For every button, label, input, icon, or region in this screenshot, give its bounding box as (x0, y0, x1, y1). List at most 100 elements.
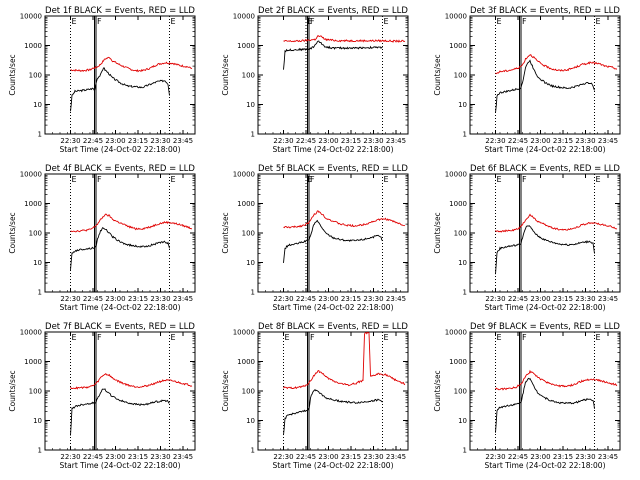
y-tick-label: 10000 (233, 13, 255, 21)
series-line-lld (495, 53, 617, 75)
x-tick-label: 23:45 (598, 295, 618, 303)
y-tick-label: 1000 (237, 358, 255, 366)
y-tick-label: 10000 (20, 171, 42, 179)
x-axis-label: Start Time (24-Oct-02 22:18:00) (484, 145, 605, 154)
y-axis-label: Counts/sec (221, 54, 230, 95)
marker-label: E (497, 175, 502, 184)
x-tick-label: 22:30 (273, 453, 293, 461)
series-line-events (70, 67, 170, 112)
series-line-events (495, 377, 595, 433)
y-tick-label: 1 (463, 447, 467, 455)
panel-det-4: Det 4f BLACK = Events, RED = LLD 1 10 100 10… (8, 164, 196, 312)
y-tick-label: 10 (458, 417, 467, 425)
panel-det-8: Det 8f BLACK = Events, RED = LLD 1 10 100 10… (221, 322, 409, 470)
y-tick-label: 1 (38, 131, 42, 139)
panel-title: Det 1f BLACK = Events, RED = LLD (45, 6, 195, 16)
x-tick-label: 23:00 (318, 453, 338, 461)
x-tick-label: 22:30 (60, 295, 80, 303)
x-tick-label: 23:15 (341, 453, 361, 461)
marker-label: E (307, 175, 312, 184)
x-tick-label: 23:00 (530, 137, 550, 145)
y-tick-label: 100 (29, 388, 42, 396)
y-axis-label: Counts/sec (8, 54, 17, 95)
x-tick-label: 23:00 (318, 137, 338, 145)
y-tick-label: 10000 (445, 329, 467, 337)
x-axis-label: Start Time (24-Oct-02 22:18:00) (484, 461, 605, 470)
y-tick-label: 10000 (233, 171, 255, 179)
x-tick-label: 22:30 (60, 453, 80, 461)
x-axis-label: Start Time (24-Oct-02 22:18:00) (59, 145, 180, 154)
y-tick-label: 100 (454, 72, 467, 80)
x-tick-label: 22:45 (296, 295, 316, 303)
y-tick-label: 1 (251, 131, 255, 139)
series-line-events (495, 225, 595, 275)
y-tick-label: 1 (38, 447, 42, 455)
marker-label: F (310, 333, 315, 342)
x-tick-label: 23:45 (173, 137, 193, 145)
marker-label: E (285, 333, 290, 342)
x-tick-label: 22:30 (485, 453, 505, 461)
y-tick-label: 100 (454, 388, 467, 396)
y-axis-label: Counts/sec (221, 370, 230, 411)
panel-title: Det 4f BLACK = Events, RED = LLD (45, 164, 195, 174)
marker-label: F (310, 175, 315, 184)
y-axis-label: Counts/sec (8, 370, 17, 411)
series-line-events (283, 40, 383, 70)
x-tick-label: 22:45 (508, 295, 528, 303)
series-line-lld (283, 210, 406, 229)
x-tick-label: 22:45 (83, 295, 103, 303)
series-line-lld (70, 213, 193, 233)
x-tick-label: 22:30 (60, 137, 80, 145)
x-tick-label: 23:45 (598, 453, 618, 461)
y-axis-label: Counts/sec (8, 212, 17, 253)
x-tick-label: 22:45 (508, 137, 528, 145)
y-tick-label: 10 (458, 259, 467, 267)
series-line-events (283, 219, 383, 263)
y-axis-label: Counts/sec (221, 212, 230, 253)
plot-frame (44, 331, 196, 451)
x-tick-label: 23:30 (363, 295, 383, 303)
x-tick-label: 22:45 (296, 137, 316, 145)
x-axis-label: Start Time (24-Oct-02 22:18:00) (59, 303, 180, 312)
x-tick-label: 23:45 (173, 295, 193, 303)
marker-label: F (310, 17, 315, 26)
y-tick-label: 10 (458, 101, 467, 109)
marker-label: E (72, 175, 77, 184)
x-tick-label: 23:15 (128, 137, 148, 145)
y-tick-label: 1 (463, 131, 467, 139)
y-tick-label: 1000 (24, 200, 42, 208)
panel-det-6: Det 6f BLACK = Events, RED = LLD 1 10 100 10… (433, 164, 621, 312)
x-tick-label: 23:00 (105, 295, 125, 303)
x-tick-label: 23:30 (150, 453, 170, 461)
y-tick-label: 1 (251, 289, 255, 297)
y-tick-label: 1 (251, 447, 255, 455)
x-axis-label: Start Time (24-Oct-02 22:18:00) (484, 303, 605, 312)
x-tick-label: 23:00 (530, 295, 550, 303)
marker-label: E (596, 333, 601, 342)
y-tick-label: 100 (242, 230, 255, 238)
x-tick-label: 23:30 (575, 295, 595, 303)
marker-label: E (497, 333, 502, 342)
marker-label: E (171, 333, 176, 342)
y-tick-label: 1 (463, 289, 467, 297)
marker-label: F (97, 175, 102, 184)
y-tick-label: 10000 (20, 13, 42, 21)
y-tick-label: 10 (246, 417, 255, 425)
y-tick-label: 10 (33, 259, 42, 267)
x-tick-label: 23:00 (105, 453, 125, 461)
x-tick-label: 23:15 (341, 295, 361, 303)
y-tick-label: 100 (454, 230, 467, 238)
panel-title: Det 2f BLACK = Events, RED = LLD (258, 6, 408, 16)
panel-title: Det 8f BLACK = Events, RED = LLD (258, 322, 408, 332)
plot-frame (44, 15, 196, 135)
series-line-lld (70, 56, 193, 73)
plot-frame (257, 331, 409, 451)
marker-label: F (522, 17, 527, 26)
y-tick-label: 100 (242, 72, 255, 80)
x-tick-label: 22:45 (83, 453, 103, 461)
marker-label: F (97, 17, 102, 26)
series-line-lld (495, 369, 618, 391)
y-tick-label: 1000 (237, 200, 255, 208)
marker-label: E (171, 175, 176, 184)
panel-title: Det 6f BLACK = Events, RED = LLD (470, 164, 620, 174)
